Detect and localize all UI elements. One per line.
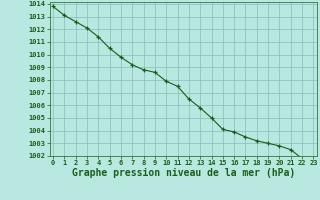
X-axis label: Graphe pression niveau de la mer (hPa): Graphe pression niveau de la mer (hPa): [72, 168, 295, 178]
